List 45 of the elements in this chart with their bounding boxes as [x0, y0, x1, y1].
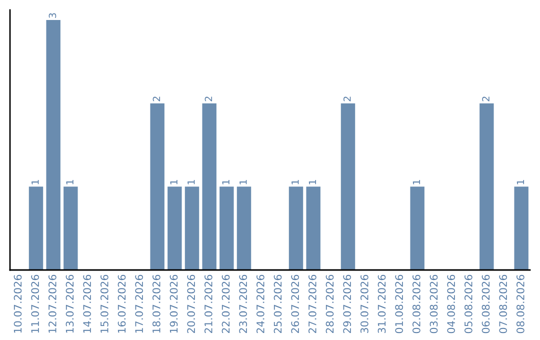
data-label: 1 — [292, 180, 299, 184]
data-label: 2 — [152, 96, 160, 102]
x-tick-label: 22.07.2026 — [222, 274, 230, 334]
data-label: 2 — [204, 96, 212, 102]
x-tick-label: 07.08.2026 — [499, 274, 508, 334]
x-tick-label: 12.07.2026 — [48, 274, 56, 333]
x-tick-label: 01.08.2026 — [395, 274, 404, 334]
data-label: 1 — [188, 180, 195, 184]
x-tick-label: 24.07.2026 — [256, 274, 264, 334]
x-tick-label: 28.07.2026 — [326, 274, 334, 334]
x-tick-label: 29.07.2026 — [343, 274, 352, 334]
x-tick-label: 27.07.2026 — [308, 274, 316, 334]
x-tick-label: 31.07.2026 — [378, 274, 386, 334]
x-tick-label: 17.07.2026 — [135, 274, 144, 333]
data-label: 1 — [170, 180, 178, 184]
x-tick-label: 16.07.2026 — [118, 274, 126, 333]
x-tick-label: 30.07.2026 — [360, 274, 368, 334]
data-label: 2 — [482, 96, 490, 102]
x-tick-label: 05.08.2026 — [464, 274, 472, 334]
x-tick-label: 14.07.2026 — [83, 274, 92, 333]
data-label: 1 — [412, 180, 420, 184]
x-tick-label: 21.07.2026 — [204, 274, 212, 334]
data-label: 1 — [308, 180, 316, 184]
data-label: 3 — [48, 13, 56, 18]
data-label: 1 — [32, 180, 39, 184]
x-tick-label: 15.07.2026 — [100, 274, 108, 333]
x-tick-label: 20.07.2026 — [187, 274, 196, 334]
x-tick-label: 10.07.2026 — [14, 274, 22, 333]
x-tick-label: 04.08.2026 — [447, 274, 456, 334]
data-label: 2 — [343, 96, 351, 102]
x-tick-label: 03.08.2026 — [430, 274, 438, 334]
data-label: 1 — [66, 180, 74, 184]
x-tick-label: 23.07.2026 — [239, 274, 248, 334]
x-tick-label: 13.07.2026 — [66, 274, 74, 333]
x-tick-label: 02.08.2026 — [412, 274, 420, 334]
x-tick-label: 11.07.2026 — [31, 274, 40, 333]
x-tick-label: 19.07.2026 — [170, 274, 178, 333]
x-tick-label: 25.07.2026 — [274, 274, 282, 334]
data-label: 1 — [240, 180, 247, 184]
data-label: 1 — [222, 180, 230, 184]
x-tick-label: 18.07.2026 — [152, 274, 160, 333]
x-tick-label: 08.08.2026 — [516, 274, 524, 334]
data-label: 1 — [516, 180, 524, 184]
x-tick-label: 06.08.2026 — [482, 274, 490, 334]
x-tick-label: 26.07.2026 — [291, 274, 300, 334]
